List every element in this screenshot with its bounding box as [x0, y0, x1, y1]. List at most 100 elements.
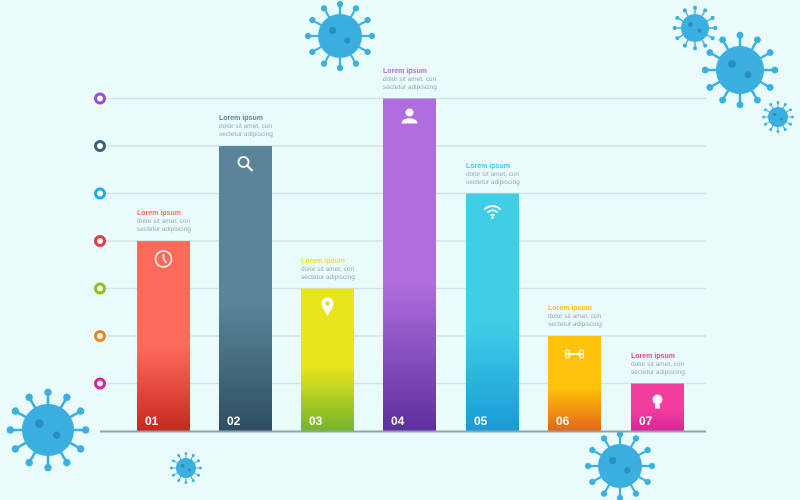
virus-spike-tip	[783, 103, 787, 106]
virus-spike-tip	[184, 452, 188, 455]
gridline-marker	[94, 330, 106, 342]
virus-spot	[344, 37, 351, 44]
virus-body	[22, 404, 74, 456]
virus-spike-tip	[81, 426, 90, 434]
virus-spike-tip	[364, 48, 371, 56]
virus-spike-tip	[170, 466, 173, 470]
virus-spike-tip	[693, 5, 697, 10]
virus-spike-tip	[197, 473, 200, 477]
virus-spike-tip	[320, 60, 328, 67]
virus-spike-tip	[63, 458, 71, 467]
bar-01	[137, 241, 190, 431]
bar-annotation: Lorem ipsum dolor sit amet, con sectetur a…	[631, 353, 721, 377]
virus-spike-tip	[632, 490, 640, 497]
virus-spike-tip	[191, 479, 195, 482]
bar-annotation: Lorem ipsum dolor sit amet, con sectetur a…	[219, 115, 309, 139]
virus-spot	[728, 60, 736, 68]
gridline-marker	[94, 282, 106, 295]
virus-spike-tip	[184, 481, 188, 484]
virus-spot	[697, 28, 702, 33]
virus-spot	[181, 463, 185, 468]
virus-spike-tip	[584, 462, 592, 470]
bar-number-label: 07	[639, 414, 653, 428]
virus-spike-tip	[776, 130, 780, 133]
virus-spike-tip	[191, 454, 195, 457]
virus-spike-tip	[177, 454, 181, 457]
bar-number-label: 01	[145, 414, 159, 428]
bar-annotation: Lorem ipsum dolor sit amet, con sectetur a…	[466, 163, 556, 187]
virus-spot	[773, 112, 777, 117]
virus-spike-tip	[753, 36, 761, 44]
virus-spot	[744, 71, 752, 79]
virus-spike-tip	[713, 26, 718, 30]
virus-spike-tip	[309, 48, 316, 56]
virus-body	[176, 458, 196, 478]
virus-spike-tip	[172, 473, 175, 477]
virus-spike-tip	[753, 96, 761, 104]
virus-body	[318, 14, 362, 58]
virus-decorations	[6, 0, 794, 500]
virus-spike-tip	[766, 49, 774, 57]
virus-spike-tip	[682, 43, 687, 48]
virus-icon	[672, 5, 718, 51]
virus-body	[598, 444, 642, 488]
bar-05	[466, 193, 519, 431]
virus-spike-tip	[736, 101, 744, 109]
virus-spike-tip	[11, 445, 20, 453]
bar-annotation: Lorem ipsum dolor sit amet, con sectetur a…	[383, 68, 473, 92]
virus-spike-tip	[719, 36, 727, 44]
virus-spike-tip	[703, 43, 708, 48]
virus-spike-tip	[320, 5, 328, 12]
virus-spike-tip	[589, 446, 596, 454]
virus-icon	[304, 0, 376, 72]
user-icon	[401, 108, 418, 124]
annotation-title: Lorem ipsum	[631, 352, 675, 360]
annotation-text: sectetur adipiscing	[466, 178, 520, 186]
virus-spike-tip	[364, 16, 371, 24]
virus-spot	[329, 26, 337, 35]
virus-spike-tip	[693, 46, 697, 51]
virus-spike-tip	[706, 83, 714, 91]
virus-spike-tip	[719, 96, 727, 104]
virus-spike-tip	[703, 8, 708, 13]
annotation-text: sectetur adipiscing	[301, 273, 355, 281]
virus-spike-tip	[789, 108, 792, 112]
annotation-text: sectetur adipiscing	[631, 368, 685, 376]
wifi-icon	[483, 205, 502, 219]
virus-spike-tip	[771, 66, 779, 74]
virus-spike-tip	[336, 0, 344, 8]
gridline-marker	[94, 140, 106, 152]
virus-spike-tip	[710, 15, 715, 20]
virus-icon	[701, 31, 779, 109]
location-pin-icon	[321, 297, 334, 316]
annotation-text: dolor sit amet, con	[301, 265, 355, 273]
gridline-marker	[94, 235, 106, 247]
virus-spot	[187, 468, 191, 472]
virus-spike-tip	[44, 463, 52, 472]
annotation-title: Lorem ipsum	[137, 210, 181, 217]
virus-spike-tip	[706, 49, 714, 57]
annotation-title: Lorem ipsum	[219, 115, 263, 122]
virus-spike-tip	[197, 459, 200, 463]
bar-number-label: 05	[474, 414, 488, 428]
virus-spike-tip	[764, 108, 767, 112]
virus-spike-tip	[177, 479, 181, 482]
virus-icon	[762, 101, 794, 133]
virus-spot	[52, 431, 61, 439]
virus-spike-tip	[644, 446, 651, 454]
virus-icon	[584, 430, 656, 500]
annotation-text: dolor sit amet, con	[548, 313, 602, 320]
virus-spike-tip	[675, 36, 680, 41]
virus-body	[681, 14, 709, 42]
virus-spike-tip	[199, 466, 202, 470]
annotation-text: sectetur adipiscing	[383, 83, 437, 91]
virus-spike-tip	[675, 15, 680, 20]
bar-number-label: 06	[556, 414, 570, 428]
virus-icon	[6, 388, 90, 472]
virus-spike-tip	[710, 36, 715, 41]
gridline-marker	[94, 187, 106, 200]
virus-spike-tip	[632, 435, 640, 442]
virus-spike-tip	[672, 26, 677, 30]
lightbulb-icon	[652, 394, 663, 409]
virus-spike-tip	[776, 101, 780, 104]
